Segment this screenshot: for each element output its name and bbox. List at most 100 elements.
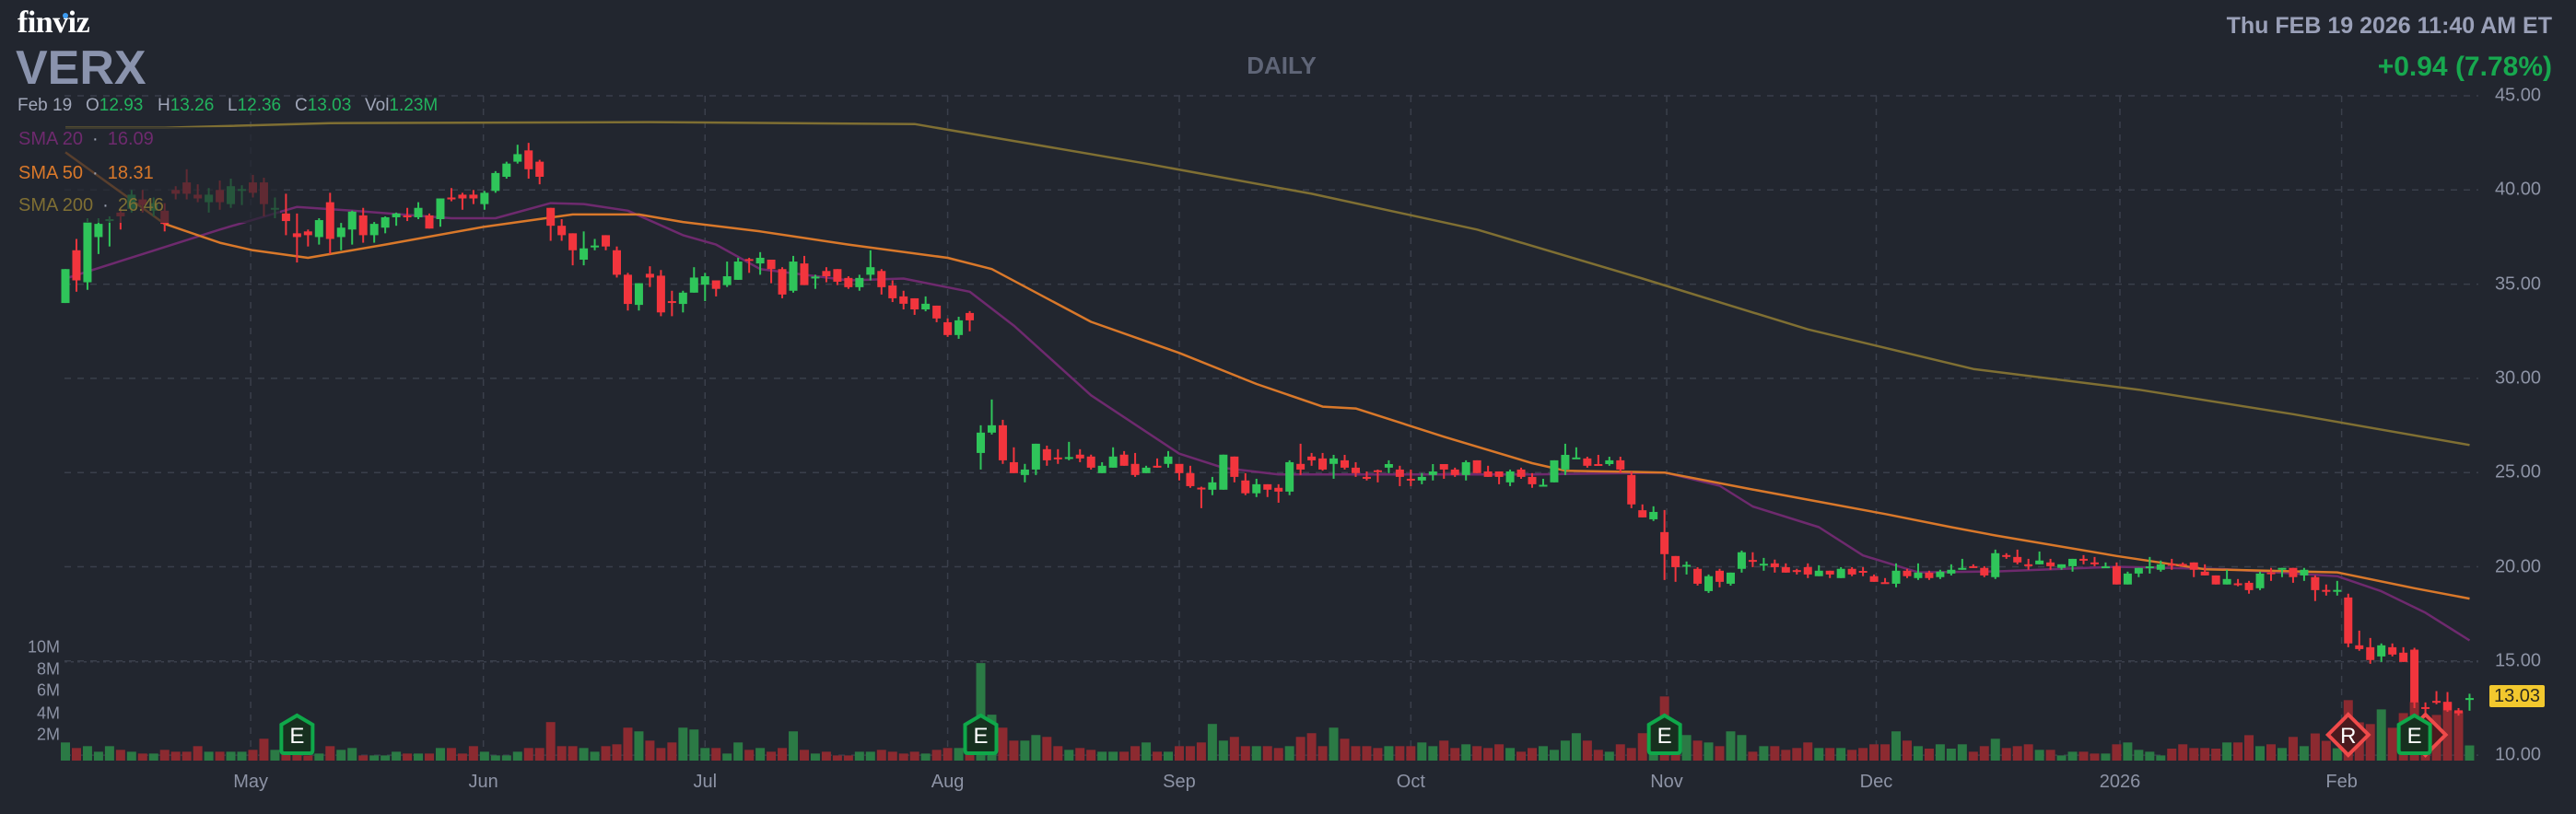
candle — [347, 210, 357, 245]
candle — [1969, 564, 1978, 568]
candle-body — [458, 194, 467, 199]
candle-body — [1550, 459, 1559, 483]
candle-body — [1208, 482, 1217, 490]
candle — [1020, 463, 1029, 483]
finviz-logo[interactable]: finviz — [18, 6, 90, 40]
volume-bar — [656, 748, 666, 761]
volume-tick-label: 6M — [36, 680, 60, 700]
candle-body — [325, 202, 334, 239]
candle-body — [2189, 562, 2198, 570]
volume-bar — [104, 746, 114, 761]
earnings-marker[interactable]: E — [279, 713, 315, 755]
candle-body — [700, 276, 709, 285]
candle — [1869, 574, 1879, 582]
candle-body — [1108, 456, 1118, 468]
candle — [2057, 564, 2067, 570]
volume-bar — [1284, 746, 1294, 761]
volume-bar — [115, 750, 125, 761]
volume-bar — [1726, 731, 1736, 761]
candle-body — [1164, 456, 1173, 464]
price-tick-label: 15.00 — [2494, 650, 2541, 671]
candle-body — [2277, 567, 2287, 570]
volume-bar — [2387, 727, 2397, 761]
event-label: E — [974, 724, 989, 749]
candle-body — [1715, 570, 1724, 582]
price-change: +0.94 (7.78%) — [2377, 52, 2552, 82]
event-markers[interactable]: RE E E E — [279, 712, 2449, 758]
price-tick-label: 10.00 — [2494, 744, 2541, 765]
revision-marker[interactable]: R — [2324, 712, 2371, 758]
candle — [2453, 707, 2463, 716]
candle — [403, 207, 412, 222]
candle-body — [822, 271, 831, 277]
volume-bar — [1704, 742, 1714, 761]
candle — [2377, 643, 2386, 662]
earnings-marker[interactable]: E — [1646, 713, 1682, 755]
candle — [513, 145, 522, 164]
candle-body — [1682, 564, 1692, 567]
candle-body — [72, 250, 81, 281]
candle — [1197, 486, 1206, 508]
candle — [2145, 556, 2154, 574]
volume-bar — [1130, 746, 1141, 761]
candle-body — [1417, 476, 1426, 481]
candle-body — [1748, 560, 1757, 563]
candle-body — [1594, 463, 1603, 466]
volume-bar — [93, 751, 103, 761]
candle — [910, 297, 919, 315]
candle — [1980, 565, 1989, 577]
legend-sma200[interactable]: SMA 200 · 26.46 — [18, 195, 164, 216]
candle-body — [1142, 467, 1151, 473]
date-tick-label: Sep — [1163, 772, 1196, 792]
candle-body — [2167, 564, 2176, 566]
earnings-marker[interactable]: E — [963, 713, 999, 755]
candle-body — [1252, 483, 1261, 494]
volume-bar — [634, 731, 644, 761]
candle-body — [2123, 573, 2132, 585]
candle-body — [580, 248, 589, 261]
volume-bar — [865, 751, 875, 761]
candle-body — [1803, 566, 1812, 575]
candle-body — [1903, 570, 1912, 576]
high-value: 13.26 — [170, 96, 215, 115]
candle — [1241, 472, 1250, 495]
legend-sma50[interactable]: SMA 50 · 18.31 — [18, 163, 154, 184]
candle-body — [2134, 567, 2143, 574]
candle-body — [2013, 556, 2022, 563]
candle-body — [966, 312, 975, 320]
candle-body — [1097, 465, 1107, 473]
volume-bars — [61, 663, 2475, 761]
sma20-value: 16.09 — [107, 129, 154, 149]
candle-body — [767, 260, 776, 270]
candle-body — [1660, 531, 1669, 554]
candle — [1836, 566, 1845, 578]
volume-bar — [2299, 746, 2309, 761]
earnings-badge-icon — [279, 713, 315, 755]
volume-bar — [2001, 748, 2011, 761]
volume-bar — [2442, 702, 2453, 761]
legend-sma20[interactable]: SMA 20 · 16.09 — [18, 129, 154, 150]
candle — [1770, 559, 1779, 573]
stats-high: H13.26 — [158, 96, 214, 116]
candle — [1064, 441, 1073, 460]
volume-bar — [1450, 748, 1460, 761]
volume-bar — [2266, 744, 2276, 761]
earnings-marker[interactable]: E — [2396, 713, 2432, 755]
candle — [2046, 558, 2055, 570]
candle — [2156, 560, 2165, 572]
candle — [778, 267, 787, 298]
date-tick-label: Feb — [2325, 772, 2358, 792]
price-tick-label: 45.00 — [2494, 85, 2541, 106]
candle — [2079, 554, 2089, 564]
candle — [1947, 564, 1956, 576]
candle — [977, 424, 986, 470]
volume-bar — [414, 753, 424, 761]
candle — [1362, 471, 1371, 481]
candle-body — [1638, 510, 1647, 517]
volume-bar — [1516, 751, 1527, 761]
candle — [1439, 463, 1448, 479]
volume-bar — [2321, 740, 2331, 761]
candle-body — [1891, 570, 1901, 584]
candle-body — [1362, 476, 1371, 479]
